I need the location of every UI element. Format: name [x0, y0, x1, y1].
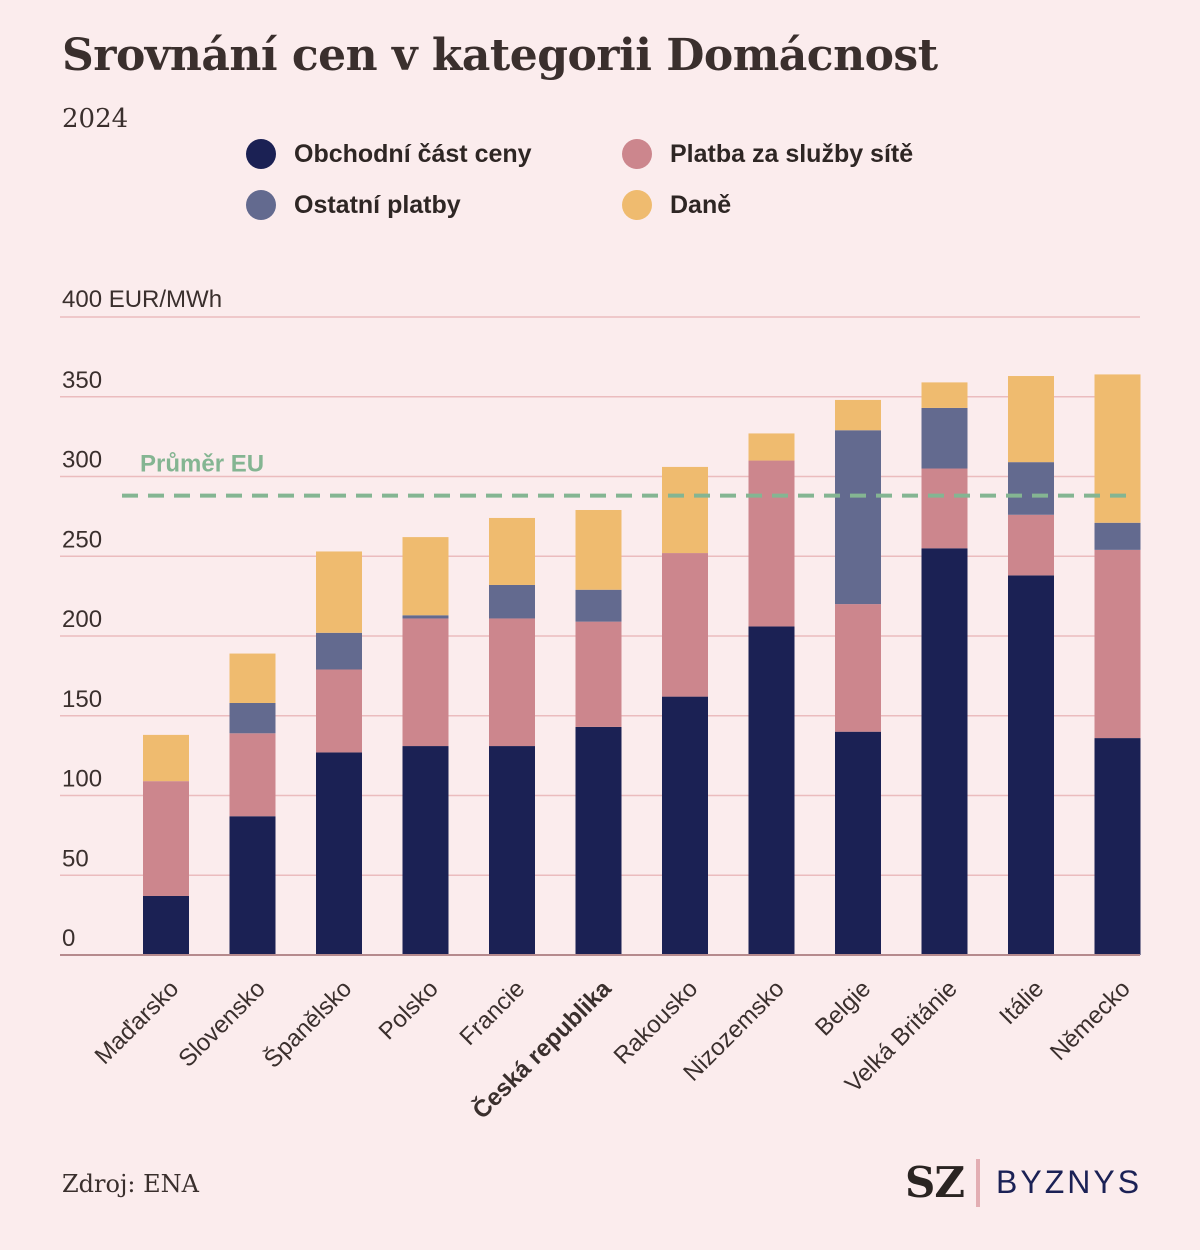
legend-label-dane: Daně [670, 190, 732, 219]
bar-segment-3 [316, 632, 362, 670]
bar-segment-4 [662, 466, 708, 554]
x-category-label: Španělsko [258, 974, 357, 1073]
bar-segment-2 [143, 781, 189, 896]
bar-segment-1 [662, 696, 708, 955]
bar-segment-3 [921, 407, 968, 469]
bar-segment-1 [489, 746, 535, 955]
bar-segment-4 [1094, 374, 1141, 523]
chart-subtitle: 2024 [62, 104, 129, 134]
y-tick-label: 150 [62, 686, 102, 713]
bar-segment-2 [662, 553, 708, 697]
bar-segment-2 [921, 468, 968, 549]
legend-swatch-platba-site [622, 139, 652, 169]
bar-segment-3 [575, 589, 622, 622]
bar-segment-4 [229, 653, 276, 703]
bar-segment-4 [835, 399, 881, 431]
legend-swatch-obchodni [246, 139, 276, 169]
logo-byznys: BYZNYS [996, 1164, 1143, 1200]
chart-title: Srovnání cen v kategorii Domácnost [62, 30, 938, 81]
bar-segment-1 [1008, 575, 1054, 955]
bar-segment-2 [1094, 549, 1141, 739]
bar-segment-2 [835, 604, 881, 732]
bar-segment-1 [575, 726, 622, 955]
logo-divider [976, 1158, 980, 1207]
bar-segment-1 [921, 548, 968, 955]
y-tick-label: 100 [62, 766, 102, 793]
bar-segment-4 [1008, 376, 1054, 463]
bar-segment-4 [143, 734, 189, 782]
legend-item-dane: Daně [622, 190, 731, 220]
legend-label-platba-site: Platba za služby sítě [670, 139, 914, 168]
source-note: Zdroj: ENA [62, 1170, 199, 1198]
bar-segment-2 [402, 618, 449, 747]
y-tick-label: 200 [62, 606, 102, 633]
bar-segment-3 [402, 615, 449, 619]
x-category-label: Německo [1045, 975, 1136, 1066]
bar-segment-4 [316, 551, 362, 633]
x-category-label: Belgie [810, 975, 876, 1041]
bar-segment-4 [921, 382, 968, 408]
legend-item-ostatni: Ostatní platby [246, 190, 461, 220]
legend-swatch-ostatni [246, 190, 276, 220]
bar-segment-1 [1094, 738, 1141, 955]
y-tick-label: 350 [62, 367, 102, 394]
bar-segment-2 [575, 621, 622, 727]
y-tick-label: 250 [62, 526, 102, 553]
legend-item-obchodni: Obchodní část ceny [246, 139, 532, 169]
bar-segment-2 [229, 733, 276, 817]
y-axis-label: 400 EUR/MWh [62, 286, 222, 313]
bar-segment-4 [402, 537, 449, 616]
bar-segment-2 [748, 460, 795, 627]
sz-byznys-logo: SZ BYZNYS [905, 1158, 1142, 1207]
x-category-label: Slovensko [173, 975, 270, 1072]
logo-sz: SZ [905, 1158, 965, 1207]
bar-segment-4 [575, 509, 622, 590]
bar-segment-1 [229, 816, 276, 955]
bar-segment-2 [489, 618, 535, 747]
bar-segment-4 [489, 517, 535, 585]
legend: Obchodní část ceny Platba za služby sítě… [0, 0, 1200, 240]
x-category-label: Itálie [994, 975, 1049, 1030]
x-category-label: Polsko [374, 975, 444, 1045]
bar-segment-3 [489, 584, 535, 619]
stacked-bar-chart: 0 50 100 150 200 250 300 350 400 EUR/MWh Maďarsko… [60, 286, 1141, 1124]
x-category-label: Francie [455, 975, 531, 1051]
bar-segment-1 [143, 895, 189, 955]
legend-label-obchodni: Obchodní část ceny [294, 139, 532, 168]
legend-item-platba-site: Platba za služby sítě [622, 139, 913, 169]
eu-average-label: Průměr EU [140, 451, 264, 478]
x-category-label: Maďarsko [90, 975, 185, 1070]
bar-segment-3 [1008, 462, 1054, 515]
bar-segment-2 [316, 669, 362, 753]
legend-swatch-dane [622, 190, 652, 220]
bar-segment-4 [748, 433, 795, 461]
y-tick-label: 0 [62, 925, 75, 952]
bar-segment-1 [402, 746, 449, 955]
bar-segment-1 [835, 731, 881, 955]
bar-segment-3 [835, 430, 881, 605]
bar-segment-1 [748, 626, 795, 955]
y-tick-label: 300 [62, 447, 102, 474]
y-tick-label: 50 [62, 845, 89, 872]
bar-segment-2 [1008, 514, 1054, 576]
bar-segment-3 [1094, 522, 1141, 550]
bar-segment-1 [316, 752, 362, 955]
legend-label-ostatni: Ostatní platby [294, 190, 461, 219]
bar-segment-3 [229, 702, 276, 734]
